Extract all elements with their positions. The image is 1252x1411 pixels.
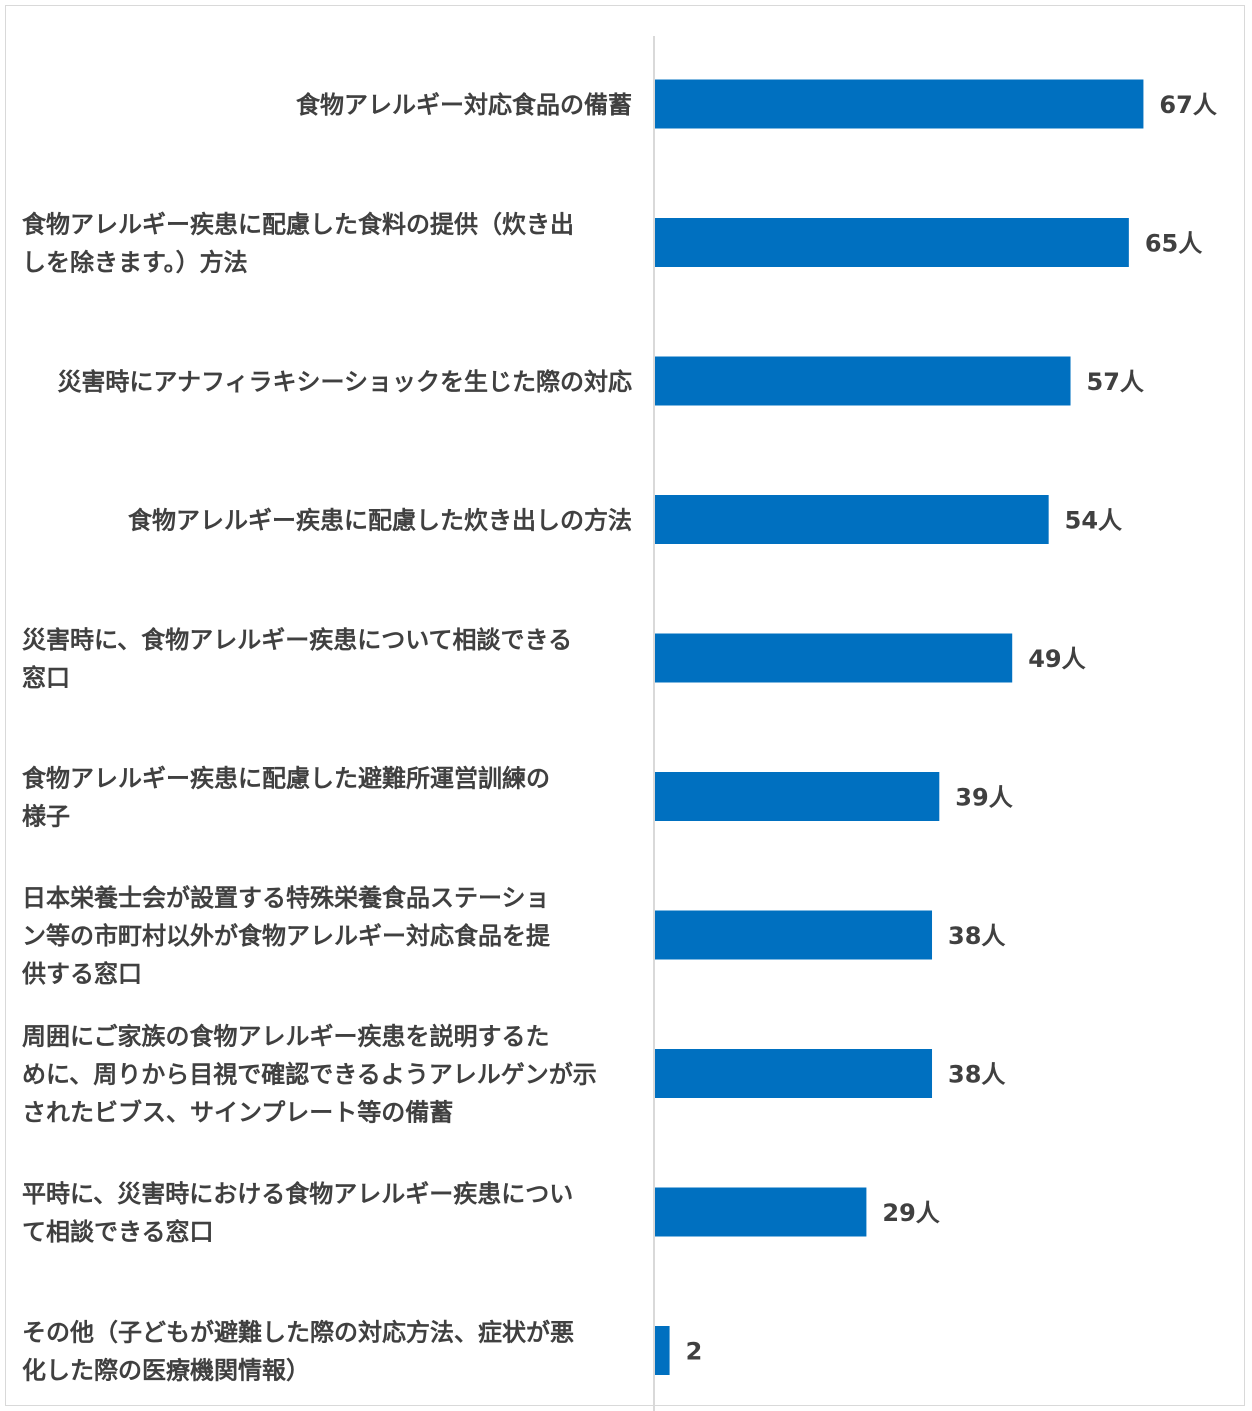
category-label-line: 災害時にアナフィラキシーショックを生じた際の対応	[57, 368, 632, 396]
bar	[655, 495, 1049, 544]
category-label-line: 化した際の医療機関情報）	[22, 1357, 310, 1385]
category-label-line: 食物アレルギー疾患に配慮した食料の提供（炊き出	[22, 211, 574, 239]
data-label: 38人	[948, 1061, 1005, 1089]
category-label-line: ン等の市町村以外が食物アレルギー対応食品を提	[22, 922, 551, 950]
data-label: 54人	[1065, 507, 1122, 535]
category-labels-layer: 食物アレルギー対応食品の備蓄食物アレルギー疾患に配慮した食料の提供（炊き出しを除…	[21, 91, 632, 1385]
category-label-line: 日本栄養士会が設置する特殊栄養食品ステーショ	[22, 884, 550, 912]
category-label-line: 災害時に、食物アレルギー疾患について相談できる	[22, 626, 572, 654]
data-label: 65人	[1145, 230, 1202, 258]
category-label-line: 供する窓口	[21, 960, 142, 988]
data-label: 2	[686, 1338, 703, 1366]
category-label-line: しを除きます。）方法	[22, 249, 248, 277]
category-label: 日本栄養士会が設置する特殊栄養食品ステーション等の市町村以外が食物アレルギー対応…	[21, 884, 551, 988]
category-label-line: 食物アレルギー対応食品の備蓄	[296, 91, 632, 119]
category-label-line: その他（子どもが避難した際の対応方法、症状が悪	[22, 1319, 574, 1347]
bar	[655, 1326, 670, 1375]
category-label: 周囲にご家族の食物アレルギー疾患を説明するために、周りから目視で確認できるようア…	[22, 1023, 597, 1127]
bar	[655, 633, 1013, 683]
data-label: 67人	[1159, 91, 1216, 119]
category-label-line: めに、周りから目視で確認できるようアレルゲンが示	[22, 1061, 597, 1089]
bar	[655, 1187, 867, 1237]
category-label: 食物アレルギー対応食品の備蓄	[296, 91, 632, 119]
category-label-line: て相談できる窓口	[22, 1218, 214, 1246]
category-label: 食物アレルギー疾患に配慮した炊き出しの方法	[128, 507, 632, 535]
bar	[655, 772, 940, 821]
data-label: 38人	[948, 922, 1005, 950]
category-label-line: 様子	[22, 803, 70, 831]
data-label: 29人	[882, 1199, 939, 1227]
data-label: 57人	[1087, 368, 1144, 396]
category-label-line: 平時に、災害時における食物アレルギー疾患につい	[22, 1180, 573, 1208]
category-label-line: されたビブス、サインプレート等の備蓄	[22, 1099, 453, 1127]
data-label: 49人	[1028, 645, 1085, 673]
bars-layer	[655, 79, 1144, 1375]
bar	[655, 356, 1071, 406]
category-label-line: 周囲にご家族の食物アレルギー疾患を説明するた	[22, 1023, 550, 1051]
category-label-line: 食物アレルギー疾患に配慮した避難所運営訓練の	[22, 765, 550, 793]
category-label: 災害時にアナフィラキシーショックを生じた際の対応	[57, 368, 632, 396]
category-label-line: 窓口	[22, 664, 70, 692]
bar	[655, 910, 933, 960]
bar	[655, 1049, 933, 1098]
data-label: 39人	[955, 784, 1012, 812]
bar	[655, 218, 1129, 267]
value-labels-layer: 67人 65人 57人 54人 49人 39人 38人 38人 29人 2	[686, 91, 1217, 1366]
category-label-line: 食物アレルギー疾患に配慮した炊き出しの方法	[128, 507, 632, 535]
bar	[655, 79, 1144, 129]
